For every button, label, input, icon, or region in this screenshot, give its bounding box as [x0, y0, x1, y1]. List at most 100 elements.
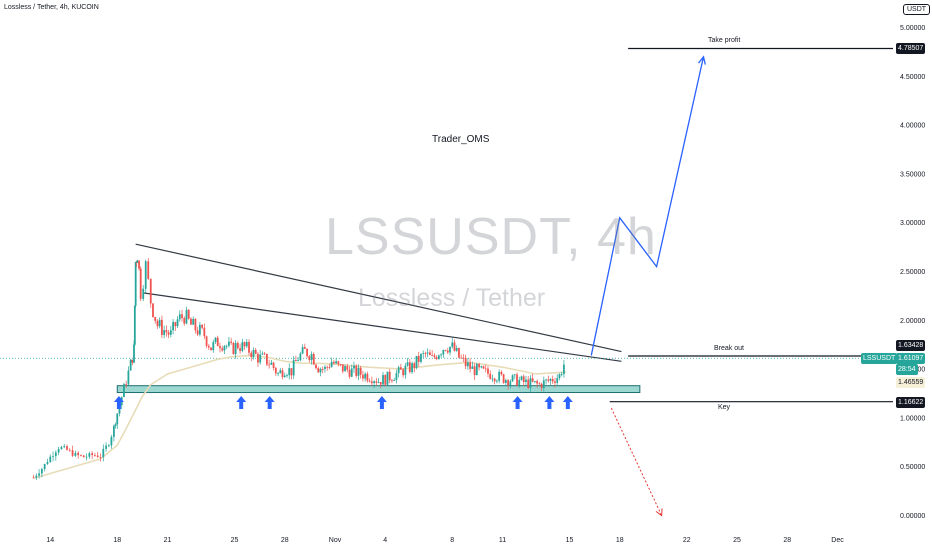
candle-body [525, 379, 527, 382]
candle-body [263, 353, 266, 355]
candle-body [257, 353, 259, 363]
candle-body [74, 452, 77, 456]
currency-button[interactable]: USDT [903, 4, 931, 15]
candle-body [460, 357, 463, 359]
candle-body [531, 378, 534, 382]
forecast-down-arrowhead [655, 508, 663, 517]
y-tick-label: 4.50000 [900, 74, 925, 81]
candle-body [102, 448, 105, 458]
candle-body [212, 342, 215, 351]
candle-body [286, 375, 288, 376]
candle-body [536, 381, 539, 384]
candle-body [105, 445, 107, 449]
candle-body [473, 366, 476, 376]
x-tick-label: 15 [566, 537, 574, 544]
candle-body [210, 347, 212, 351]
candle-body [198, 324, 201, 335]
up-arrow-icon [512, 396, 523, 409]
candle-body [527, 379, 530, 388]
x-tick-label: 28 [281, 537, 289, 544]
candle-body [181, 314, 183, 319]
candle-body [462, 357, 465, 359]
candle-body [411, 363, 413, 373]
y-tick-label: 3.00000 [900, 220, 925, 227]
y-tick-label: 2.00000 [900, 318, 925, 325]
candle-body [404, 365, 407, 376]
candle-body [478, 364, 480, 368]
candle-body [500, 371, 503, 375]
candle-body [350, 368, 353, 377]
candle-body [386, 371, 389, 385]
candle-body [270, 362, 273, 365]
candle-body [301, 347, 304, 354]
candle-body [493, 378, 496, 382]
candle-body [207, 345, 210, 348]
candle-body [357, 367, 360, 376]
candle-body [408, 362, 411, 373]
y-tick-label: 5.00000 [900, 25, 925, 32]
candle-body [123, 384, 125, 398]
candle-body [35, 475, 38, 478]
candle-body [118, 405, 121, 414]
candle-body [152, 303, 154, 317]
candle-body [125, 384, 128, 385]
candle-body [134, 262, 137, 306]
x-tick-label: Dec [831, 537, 844, 544]
candle-body [161, 319, 163, 335]
candle-body [288, 368, 291, 376]
candle-body [174, 322, 177, 327]
candle-body [420, 354, 422, 362]
candle-body [538, 383, 541, 385]
y-axis-tick-labels: 0.000000.500001.000001.500002.000002.500… [900, 25, 925, 520]
candle-body [529, 378, 532, 388]
candle-body [451, 342, 454, 347]
candle-body [252, 349, 255, 358]
candle-body [458, 347, 460, 358]
price-levels [0, 47, 893, 403]
candle-body [60, 447, 63, 450]
candle-body [261, 353, 264, 355]
candle-body [426, 352, 429, 354]
candle-body [563, 364, 565, 375]
candle-body [377, 382, 380, 383]
candle-body [254, 349, 257, 354]
candle-body [545, 379, 547, 381]
candle-body [144, 261, 147, 289]
y-tick-label: 2.50000 [900, 269, 925, 276]
candle-body [433, 355, 436, 358]
candle-body [484, 368, 487, 370]
candle-body [413, 363, 416, 368]
symbol-watermark: LSSUSDT, 4h [325, 208, 657, 266]
candle-body [54, 452, 57, 457]
candle-body [417, 355, 420, 362]
candle-body [498, 371, 501, 381]
candle-body [480, 366, 483, 368]
candle-body [194, 318, 197, 331]
candle-body [402, 369, 405, 376]
candle-body [40, 469, 43, 474]
candle-body [399, 367, 402, 370]
up-arrow-icon [562, 396, 573, 409]
candle-body [424, 353, 427, 355]
candle-body [239, 348, 241, 351]
candle-body [172, 322, 174, 331]
moving-average-line [33, 354, 567, 480]
candle-body [138, 260, 140, 269]
candle-body [94, 455, 96, 456]
x-tick-label: 25 [733, 537, 741, 544]
candle-body [446, 350, 449, 353]
candle-body [540, 383, 543, 388]
candle-body [558, 374, 561, 379]
candle-body [292, 360, 295, 376]
candle-body [466, 362, 469, 367]
break-out-label: Break out [714, 345, 744, 352]
candle-body [176, 319, 179, 327]
candle-body [513, 374, 516, 376]
candle-body [192, 318, 195, 325]
candle-body [279, 370, 282, 374]
candle-body [169, 330, 172, 335]
candle-body [158, 319, 161, 327]
candle-body [228, 341, 230, 346]
x-axis-tick-labels: 14 18 21 25 28 Nov 4 8 11 15 18 22 25 28 Dec [46, 537, 844, 544]
